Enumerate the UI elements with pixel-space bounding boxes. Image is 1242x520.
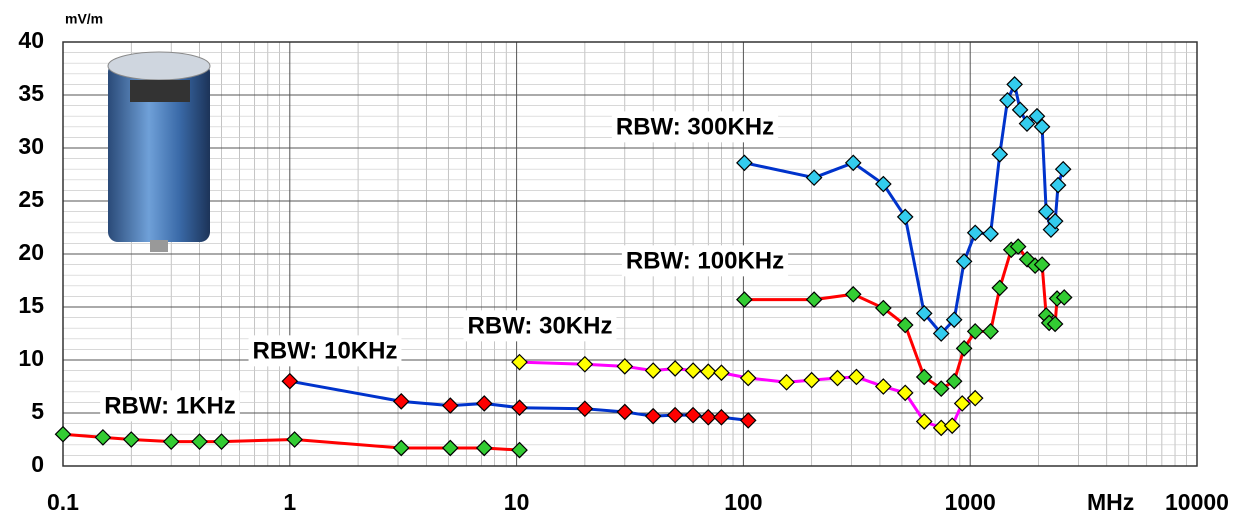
marker (646, 363, 661, 378)
marker (947, 374, 962, 389)
marker (957, 254, 972, 269)
marker (164, 434, 179, 449)
y-tick-label: 10 (18, 345, 44, 371)
y-tick-label: 40 (18, 27, 44, 53)
marker (992, 147, 1007, 162)
marker (577, 357, 592, 372)
marker (807, 170, 822, 185)
marker (830, 371, 845, 386)
series-label: RBW: 30KHz (468, 312, 613, 339)
marker (668, 361, 683, 376)
marker (617, 404, 632, 419)
marker (686, 408, 701, 423)
marker (779, 375, 794, 390)
marker (394, 440, 409, 455)
y-tick-label: 15 (18, 292, 44, 318)
marker (394, 394, 409, 409)
series-label: RBW: 100KHz (626, 247, 784, 274)
y-tick-label: 20 (18, 239, 44, 265)
x-tick-label: 1 (283, 489, 296, 515)
marker (804, 373, 819, 388)
y-unit: mV/m (65, 11, 103, 27)
marker (983, 226, 998, 241)
marker (846, 287, 861, 302)
product-image (108, 52, 210, 252)
marker (646, 409, 661, 424)
x-tick-label: 0.1 (47, 489, 79, 515)
marker (443, 398, 458, 413)
y-tick-label: 35 (18, 80, 44, 106)
series-label: RBW: 1KHz (104, 392, 236, 419)
marker (849, 369, 864, 384)
marker (992, 280, 1007, 295)
x-tick-label: 10000 (1165, 489, 1229, 515)
marker (1007, 77, 1022, 92)
marker (477, 440, 492, 455)
marker (192, 434, 207, 449)
y-tick-label: 5 (31, 398, 44, 424)
marker (617, 359, 632, 374)
x-tick-label: 100 (724, 489, 762, 515)
marker (737, 292, 752, 307)
marker (56, 427, 71, 442)
chart: mV/m MHz 0 5 10 15 20 25 30 35 40 0.1 1 10 100 1000 10… (0, 0, 1242, 520)
x-tick-label: 10 (504, 489, 530, 515)
marker (714, 365, 729, 380)
marker (701, 364, 716, 379)
marker (577, 401, 592, 416)
marker (983, 324, 998, 339)
marker (945, 418, 960, 433)
marker (512, 355, 527, 370)
y-tick-label: 0 (31, 451, 44, 477)
marker (957, 341, 972, 356)
marker (282, 374, 297, 389)
marker (686, 363, 701, 378)
page: mV/m MHz 0 5 10 15 20 25 30 35 40 0.1 1 10 100 1000 10… (0, 0, 1242, 520)
marker (714, 410, 729, 425)
x-unit: MHz (1087, 489, 1134, 515)
x-tick-label: 1000 (945, 489, 996, 515)
marker (95, 430, 110, 445)
marker (1013, 102, 1028, 117)
y-tick-label: 30 (18, 133, 44, 159)
marker (737, 155, 752, 170)
marker (443, 440, 458, 455)
marker (668, 408, 683, 423)
series-label: RBW: 300KHz (616, 113, 774, 140)
marker (214, 434, 229, 449)
series-label: RBW: 10KHz (253, 337, 398, 364)
y-tick-label: 25 (18, 186, 44, 212)
marker (807, 292, 822, 307)
marker (1056, 162, 1071, 177)
marker (477, 396, 492, 411)
